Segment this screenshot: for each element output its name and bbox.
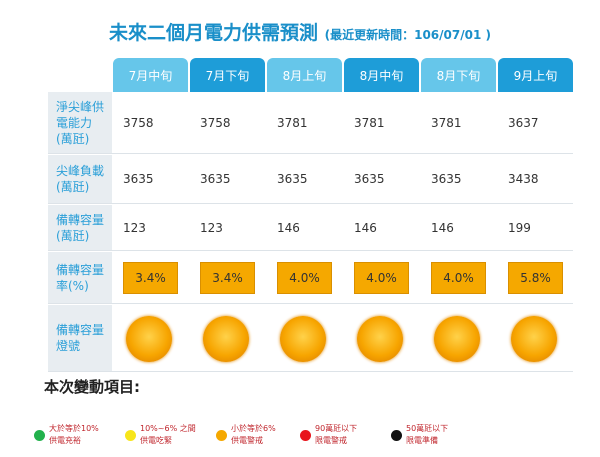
column-header: 9月上旬	[498, 58, 573, 92]
row-label: 淨尖峰供電能力(萬瓩)	[48, 92, 112, 153]
column-header: 7月下旬	[190, 58, 265, 92]
column-header: 8月中旬	[344, 58, 419, 92]
title-text: 未來二個月電力供需預測	[108, 22, 318, 44]
column-header: 8月下旬	[421, 58, 496, 92]
legend-text: 90萬瓩以下	[315, 424, 358, 433]
value-cell: 199	[508, 220, 531, 235]
title: 未來二個月電力供需預測 (最近更新時間：106/07/01 )	[0, 18, 600, 45]
status-light	[203, 316, 249, 362]
row-label: 備轉容量(萬瓩)	[48, 205, 112, 250]
legend-dot	[391, 430, 402, 441]
legend-text: 小於等於6%	[231, 424, 276, 433]
value-cell: 3635	[354, 172, 385, 186]
value-cell: 123	[200, 220, 223, 235]
legend-dot	[216, 430, 227, 441]
status-light	[357, 316, 403, 362]
row-separator	[48, 371, 573, 372]
value-cell: 146	[277, 220, 300, 235]
value-cell: 3635	[200, 172, 231, 186]
value-cell: 3637	[508, 115, 539, 130]
status-light	[126, 316, 172, 362]
value-cell: 3635	[123, 172, 154, 186]
legend-text: 大於等於10%	[49, 424, 99, 433]
row-label: 尖峰負載(萬瓩)	[48, 155, 112, 203]
row-separator	[48, 303, 573, 304]
reserve-rate: 5.8%	[508, 262, 563, 294]
status-light	[280, 316, 326, 362]
row-separator	[48, 203, 573, 204]
value-cell: 3781	[277, 115, 308, 130]
value-cell: 146	[431, 220, 454, 235]
value-cell: 3758	[200, 115, 231, 130]
value-cell: 3438	[508, 172, 539, 186]
row-separator	[48, 153, 573, 154]
column-header: 8月上旬	[267, 58, 342, 92]
legend-text: 供電充裕	[49, 436, 81, 445]
reserve-rate: 4.0%	[277, 262, 332, 294]
row-separator	[48, 250, 573, 251]
row-label: 備轉容量燈號	[48, 305, 112, 371]
column-header: 7月中旬	[113, 58, 188, 92]
legend-dot	[125, 430, 136, 441]
changes-title: 本次變動項目:	[44, 378, 140, 396]
legend-text: 10%~6% 之間	[140, 424, 196, 433]
value-cell: 3781	[431, 115, 462, 130]
reserve-rate: 4.0%	[431, 262, 486, 294]
legend-text: 供電警戒	[231, 436, 263, 445]
value-cell: 3758	[123, 115, 154, 130]
update-time: (最近更新時間：106/07/01 )	[324, 28, 491, 42]
row-label: 備轉容量率(%)	[48, 252, 112, 303]
legend-text: 限電準備	[406, 436, 438, 445]
value-cell: 3635	[277, 172, 308, 186]
value-cell: 3781	[354, 115, 385, 130]
legend-text: 供電吃緊	[140, 436, 172, 445]
reserve-rate: 3.4%	[200, 262, 255, 294]
value-cell: 123	[123, 220, 146, 235]
reserve-rate: 3.4%	[123, 262, 178, 294]
reserve-rate: 4.0%	[354, 262, 409, 294]
legend-dot	[300, 430, 311, 441]
legend-text: 限電警戒	[315, 436, 347, 445]
status-light	[511, 316, 557, 362]
legend-text: 50萬瓩以下	[406, 424, 449, 433]
value-cell: 3635	[431, 172, 462, 186]
value-cell: 146	[354, 220, 377, 235]
legend-dot	[34, 430, 45, 441]
status-light	[434, 316, 480, 362]
